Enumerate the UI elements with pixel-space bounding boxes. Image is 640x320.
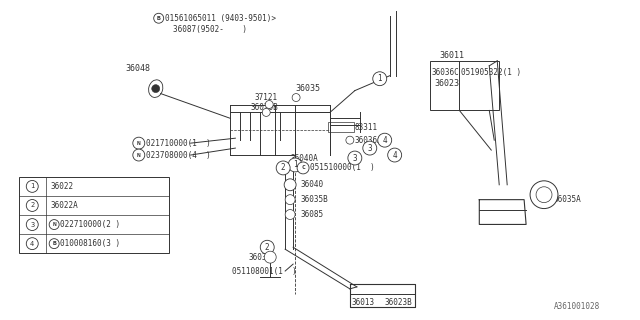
Bar [429, 61, 499, 110]
Circle shape [49, 220, 59, 229]
Circle shape [372, 72, 387, 86]
Text: 3: 3 [30, 221, 35, 228]
Circle shape [133, 137, 145, 149]
Text: 36040A: 36040A [290, 154, 318, 163]
Text: N: N [52, 222, 56, 227]
Text: 36035A: 36035A [554, 195, 582, 204]
Text: 36036: 36036 [248, 253, 271, 262]
Text: 021710000(1  ): 021710000(1 ) [146, 139, 211, 148]
Circle shape [292, 93, 300, 101]
Circle shape [284, 179, 296, 191]
Circle shape [288, 158, 302, 172]
Circle shape [264, 251, 276, 263]
Text: 1: 1 [292, 160, 298, 170]
Text: 2: 2 [281, 164, 285, 172]
Text: 023708000(4  ): 023708000(4 ) [146, 150, 211, 160]
Text: N: N [137, 153, 141, 157]
Circle shape [276, 161, 290, 175]
Text: 022710000(2 ): 022710000(2 ) [60, 220, 120, 229]
Text: 1: 1 [378, 74, 382, 83]
Text: 36022: 36022 [50, 182, 74, 191]
Text: 4: 4 [392, 150, 397, 160]
Circle shape [536, 187, 552, 203]
Text: 36022A: 36022A [50, 201, 78, 210]
Text: 36023B: 36023B [385, 298, 412, 307]
Circle shape [260, 240, 274, 254]
Text: 36035B: 36035B [300, 195, 328, 204]
Text: 010008160(3 ): 010008160(3 ) [60, 239, 120, 248]
Text: 2: 2 [265, 243, 269, 252]
Text: 1: 1 [30, 183, 35, 189]
Circle shape [265, 100, 273, 108]
Text: B: B [52, 241, 56, 246]
Bar [19, 177, 169, 253]
Circle shape [378, 133, 392, 147]
Text: 36035: 36035 [295, 84, 320, 93]
Text: 4: 4 [383, 136, 387, 145]
Circle shape [285, 210, 295, 220]
Text: 36036A: 36036A [355, 136, 383, 145]
Text: 36040: 36040 [300, 180, 323, 189]
Text: 36023: 36023 [435, 79, 460, 88]
Text: 36020B: 36020B [250, 103, 278, 112]
Text: 051510000(1  ): 051510000(1 ) [310, 164, 375, 172]
Circle shape [285, 195, 295, 204]
Text: 36087(9502-    ): 36087(9502- ) [173, 25, 246, 34]
Text: 36011: 36011 [440, 52, 465, 60]
Text: 83311: 83311 [355, 123, 378, 132]
Text: A361001028: A361001028 [554, 302, 600, 311]
Circle shape [49, 239, 59, 249]
Text: 36085: 36085 [300, 210, 323, 219]
Text: 36036C: 36036C [431, 68, 460, 77]
Bar [328, 122, 354, 132]
Text: C: C [301, 165, 305, 171]
Circle shape [26, 200, 38, 212]
Text: 01561065011 (9403-9501)>: 01561065011 (9403-9501)> [164, 14, 276, 23]
Text: 3: 3 [367, 144, 372, 153]
Text: 4: 4 [30, 241, 35, 247]
Text: 2: 2 [30, 203, 35, 208]
Text: B: B [157, 16, 161, 21]
Circle shape [348, 151, 362, 165]
Text: 051108001(1  ): 051108001(1 ) [232, 267, 297, 276]
Circle shape [388, 148, 402, 162]
Circle shape [297, 162, 309, 174]
Circle shape [530, 181, 558, 209]
Text: 3: 3 [353, 154, 357, 163]
Circle shape [26, 180, 38, 192]
Circle shape [26, 219, 38, 230]
Circle shape [262, 108, 270, 116]
Circle shape [133, 149, 145, 161]
Text: 36048: 36048 [126, 64, 151, 73]
Text: 36013: 36013 [352, 298, 375, 307]
Circle shape [154, 13, 164, 23]
Circle shape [346, 136, 354, 144]
Text: 051905322(1 ): 051905322(1 ) [461, 68, 522, 77]
Text: N: N [137, 141, 141, 146]
Circle shape [152, 85, 160, 92]
Text: 37121: 37121 [254, 93, 277, 102]
Circle shape [26, 238, 38, 250]
Circle shape [363, 141, 377, 155]
